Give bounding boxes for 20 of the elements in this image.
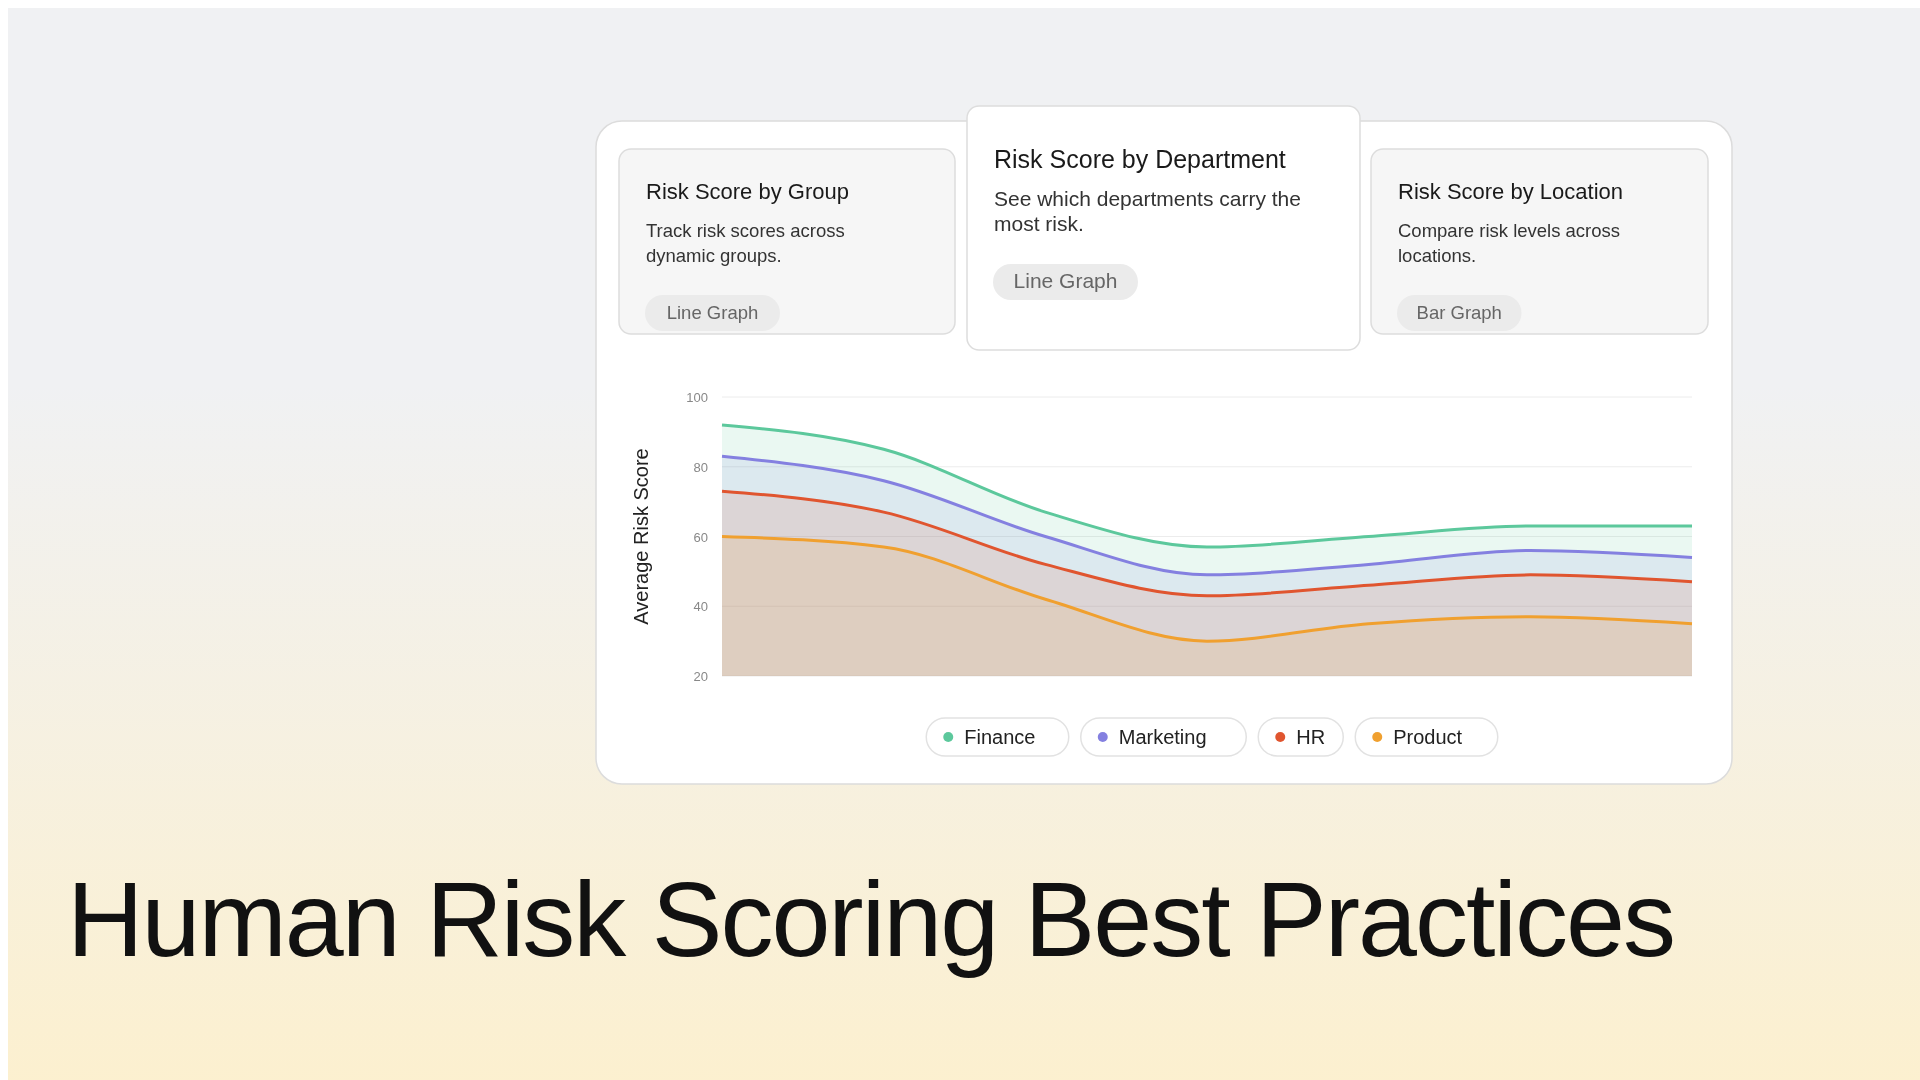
- y-tick-label: 60: [693, 529, 708, 545]
- text: See which departments carry the most risk.: [994, 187, 1301, 235]
- text: Compare risk levels across locations.: [1398, 220, 1621, 266]
- text: Line Graph: [666, 302, 759, 323]
- text: Risk Score by Department: [994, 145, 1286, 173]
- legend-label: Marketing: [1118, 726, 1207, 748]
- text: Risk Score by Group: [646, 179, 849, 204]
- text: Line Graph: [1013, 269, 1118, 292]
- y-tick-label: 100: [686, 390, 708, 405]
- y-tick-label: 80: [693, 459, 708, 475]
- text: Risk Score by Location: [1398, 179, 1623, 204]
- y-tick-label: 20: [693, 669, 708, 684]
- legend-label: Finance: [964, 726, 1036, 748]
- legend-label: Product: [1393, 726, 1463, 748]
- text: Human Risk Scoring Best Practices: [67, 860, 1675, 978]
- text: Bar Graph: [1416, 302, 1502, 323]
- legend-label: HR: [1296, 726, 1326, 748]
- y-tick-label: 40: [693, 599, 708, 615]
- text: Track risk scores across dynamic groups.: [646, 220, 845, 266]
- y-axis-title: Average Risk Score: [630, 448, 652, 625]
